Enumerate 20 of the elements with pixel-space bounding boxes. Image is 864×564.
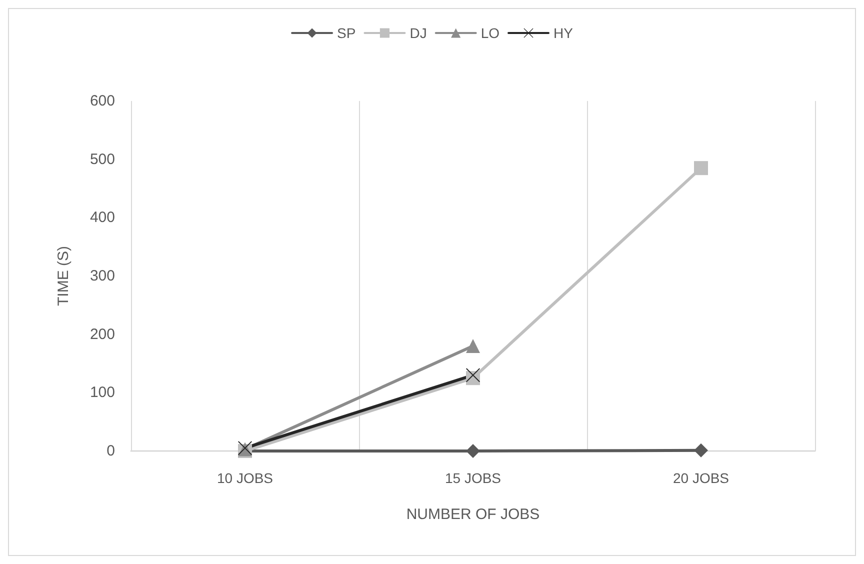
y-axis-title: TIME (S) [55,246,72,306]
point [694,161,708,176]
y-tick-label: 600 [90,92,115,110]
x-axis-title: NUMBER OF JOBS [406,506,540,523]
y-tick-label: 0 [106,442,115,460]
y-tick-label: 400 [90,209,115,226]
y-tick-label: 200 [90,326,115,343]
y-tick-label: 100 [90,384,115,402]
legend-label: SP [337,25,356,41]
x-tick-label: 20 JOBS [672,470,730,486]
x-tick-label: 10 JOBS [216,470,274,486]
legend-label: HY [554,25,574,41]
legend-label: DJ [410,25,427,41]
x-tick-label: 15 JOBS [444,470,502,486]
legend-label: LO [480,25,500,41]
y-tick-label: 500 [90,150,115,168]
point [466,444,480,458]
point [466,368,480,382]
point [694,443,708,458]
y-tick-label: 300 [90,268,115,284]
